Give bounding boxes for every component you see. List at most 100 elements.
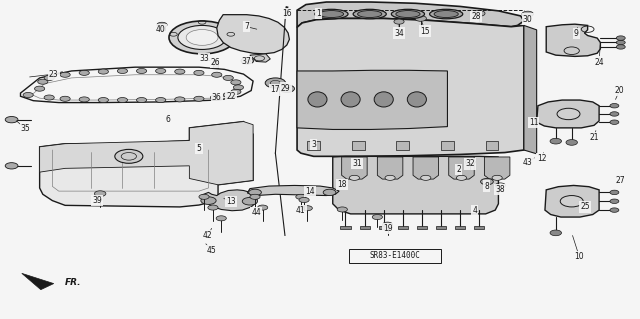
Polygon shape	[297, 2, 524, 27]
Text: 34: 34	[394, 28, 404, 38]
Text: 33: 33	[199, 55, 209, 63]
Circle shape	[456, 175, 467, 180]
Circle shape	[216, 216, 227, 221]
Circle shape	[550, 138, 561, 144]
Text: 17: 17	[271, 85, 280, 94]
Text: 5: 5	[196, 144, 202, 153]
Text: 36: 36	[212, 93, 221, 102]
Circle shape	[610, 104, 619, 108]
Circle shape	[566, 140, 577, 145]
Polygon shape	[352, 141, 365, 150]
Circle shape	[23, 93, 33, 98]
Circle shape	[117, 69, 127, 73]
Text: 15: 15	[420, 26, 430, 36]
Circle shape	[257, 205, 268, 210]
Text: 11: 11	[529, 118, 538, 127]
Circle shape	[415, 16, 426, 21]
Polygon shape	[546, 24, 600, 56]
Circle shape	[156, 69, 166, 73]
Polygon shape	[307, 141, 320, 150]
Circle shape	[99, 98, 108, 103]
Circle shape	[372, 214, 383, 219]
Circle shape	[337, 207, 348, 212]
Text: 13: 13	[226, 197, 236, 206]
Text: 14: 14	[305, 187, 315, 196]
Ellipse shape	[434, 11, 458, 18]
Polygon shape	[297, 19, 524, 156]
Polygon shape	[22, 273, 54, 290]
Polygon shape	[250, 54, 270, 62]
Circle shape	[302, 206, 312, 211]
Ellipse shape	[392, 9, 424, 19]
Circle shape	[243, 197, 257, 205]
Text: 43: 43	[523, 158, 532, 167]
Polygon shape	[217, 15, 289, 54]
Text: 27: 27	[616, 176, 625, 185]
Circle shape	[60, 72, 70, 77]
Polygon shape	[333, 156, 499, 214]
Text: 6: 6	[166, 115, 171, 123]
Circle shape	[194, 70, 204, 75]
Circle shape	[522, 11, 534, 17]
Circle shape	[178, 26, 227, 49]
Circle shape	[610, 120, 619, 124]
Circle shape	[323, 189, 336, 196]
Circle shape	[610, 208, 619, 212]
Circle shape	[223, 93, 234, 98]
Text: 42: 42	[203, 231, 212, 240]
Circle shape	[557, 108, 580, 120]
Circle shape	[79, 97, 90, 102]
Polygon shape	[486, 141, 499, 150]
Circle shape	[394, 19, 404, 24]
Text: 2: 2	[456, 165, 461, 174]
Circle shape	[99, 69, 108, 74]
Circle shape	[208, 205, 218, 210]
Circle shape	[223, 75, 234, 80]
Circle shape	[385, 175, 395, 180]
Circle shape	[481, 178, 493, 185]
Circle shape	[616, 45, 625, 49]
Polygon shape	[378, 157, 403, 179]
Circle shape	[201, 197, 216, 204]
Circle shape	[610, 190, 619, 195]
Polygon shape	[340, 226, 351, 229]
Circle shape	[157, 22, 167, 27]
Polygon shape	[441, 141, 454, 150]
Text: 38: 38	[495, 185, 505, 194]
Polygon shape	[417, 226, 427, 229]
Text: 16: 16	[282, 9, 292, 18]
Circle shape	[420, 175, 431, 180]
Text: 40: 40	[156, 25, 166, 34]
Text: 26: 26	[211, 58, 220, 67]
Ellipse shape	[429, 9, 463, 19]
Text: 45: 45	[207, 246, 216, 255]
Circle shape	[474, 11, 485, 16]
Circle shape	[95, 191, 106, 197]
Circle shape	[383, 222, 393, 227]
Circle shape	[560, 196, 583, 207]
Circle shape	[115, 149, 143, 163]
Circle shape	[234, 85, 244, 90]
Circle shape	[296, 194, 306, 199]
Circle shape	[5, 116, 18, 123]
Ellipse shape	[396, 11, 420, 18]
Text: 24: 24	[595, 58, 604, 67]
Circle shape	[186, 30, 218, 45]
Text: 19: 19	[383, 224, 392, 233]
Polygon shape	[484, 157, 510, 179]
Text: 22: 22	[226, 93, 236, 101]
Text: 7: 7	[244, 22, 249, 31]
Circle shape	[35, 86, 45, 91]
Circle shape	[299, 197, 309, 203]
Circle shape	[265, 78, 285, 88]
Polygon shape	[474, 226, 484, 229]
Ellipse shape	[358, 11, 382, 18]
Text: 9: 9	[573, 29, 579, 38]
Polygon shape	[396, 141, 409, 150]
Circle shape	[136, 69, 147, 73]
Text: SR83-E1400C: SR83-E1400C	[370, 251, 420, 260]
Text: 18: 18	[337, 180, 346, 189]
Ellipse shape	[341, 92, 360, 107]
Circle shape	[279, 85, 294, 93]
Circle shape	[349, 175, 360, 180]
